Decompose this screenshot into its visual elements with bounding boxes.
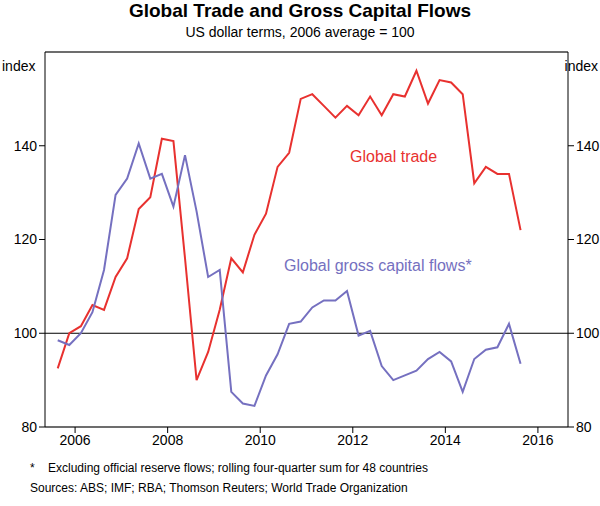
- svg-text:120: 120: [576, 231, 592, 247]
- html-text:* Excluding official reserve f: * Excluding official reserve flows; roll…: [30, 461, 428, 475]
- html-text:index: index: [564, 58, 598, 74]
- html-text:index: index: [2, 58, 36, 74]
- svg-text:2016: 2016: [522, 432, 553, 448]
- svg-text:100: 100: [576, 325, 592, 341]
- html-text:Global trade: Global trade: [350, 148, 438, 165]
- svg-text:2014: 2014: [430, 432, 461, 448]
- svg-text:100: 100: [14, 325, 38, 341]
- svg-text:120: 120: [14, 231, 38, 247]
- html-text:US dollar terms, 2006 average: US dollar terms, 2006 average = 100: [185, 24, 415, 40]
- svg-text:140: 140: [14, 138, 38, 154]
- html-text:Global Trade and Gross Capital: Global Trade and Gross Capital Flows: [129, 0, 471, 21]
- svg-text:2010: 2010: [245, 432, 276, 448]
- html-text:Sources: ABS; IMF; RBA; Thomso: Sources: ABS; IMF; RBA; Thomson Reuters;…: [30, 481, 408, 495]
- svg-text:80: 80: [21, 419, 37, 435]
- html-text:Global gross capital flows*: Global gross capital flows*: [284, 257, 472, 274]
- svg-text:2006: 2006: [60, 432, 91, 448]
- svg-text:2012: 2012: [337, 432, 368, 448]
- svg-text:2008: 2008: [152, 432, 183, 448]
- svg-text:140: 140: [576, 138, 592, 154]
- svg-text:80: 80: [576, 419, 592, 435]
